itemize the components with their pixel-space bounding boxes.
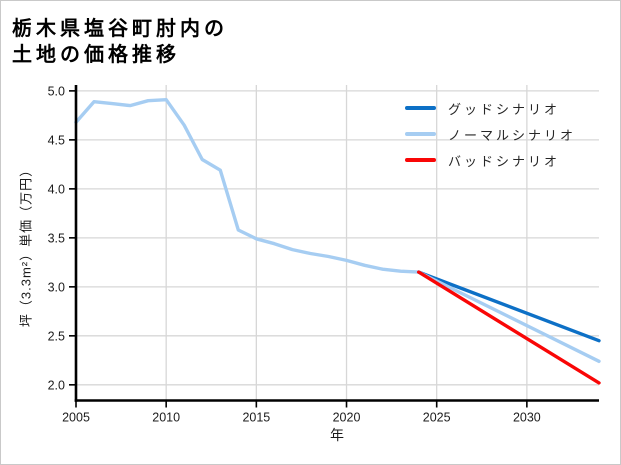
legend-item-bad: バッドシナリオ: [405, 147, 576, 173]
chart-title-line1: 栃木県塩谷町肘内の: [12, 18, 228, 40]
legend-line-swatch-bad: [405, 158, 436, 162]
y-tick-label: 3.0: [48, 280, 65, 294]
x-tick-label: 2025: [423, 411, 451, 425]
x-tick-label: 2005: [62, 411, 90, 425]
legend-line-swatch-good: [405, 106, 436, 110]
chart-title: 栃木県塩谷町肘内の 土地の価格推移: [12, 16, 228, 68]
legend-label-bad: バッドシナリオ: [448, 153, 561, 169]
y-tick-label: 2.0: [48, 378, 65, 392]
y-tick-label: 4.5: [48, 133, 65, 147]
x-tick-label: 2030: [513, 411, 541, 425]
x-tick-label: 2020: [333, 411, 361, 425]
x-axis-label: 年: [330, 427, 344, 443]
legend-item-normal: ノーマルシナリオ: [405, 121, 576, 147]
y-tick-label: 5.0: [48, 84, 65, 98]
chart-title-line2: 土地の価格推移: [12, 44, 180, 66]
x-tick-label: 2010: [152, 411, 180, 425]
legend: グッドシナリオ ノーマルシナリオ バッドシナリオ: [405, 95, 576, 173]
series-line-normal: [417, 270, 601, 363]
series-line-good: [417, 270, 601, 343]
series-line-bad: [417, 270, 601, 385]
legend-label-good: グッドシナリオ: [448, 101, 561, 117]
legend-label-normal: ノーマルシナリオ: [448, 127, 577, 143]
series-line-history: [74, 97, 421, 274]
y-tick-label: 4.0: [48, 182, 65, 196]
y-tick-label: 2.5: [48, 329, 65, 343]
legend-line-swatch-normal: [405, 132, 436, 136]
x-tick-label: 2015: [242, 411, 270, 425]
legend-item-good: グッドシナリオ: [405, 95, 576, 121]
y-tick-label: 3.5: [48, 231, 65, 245]
